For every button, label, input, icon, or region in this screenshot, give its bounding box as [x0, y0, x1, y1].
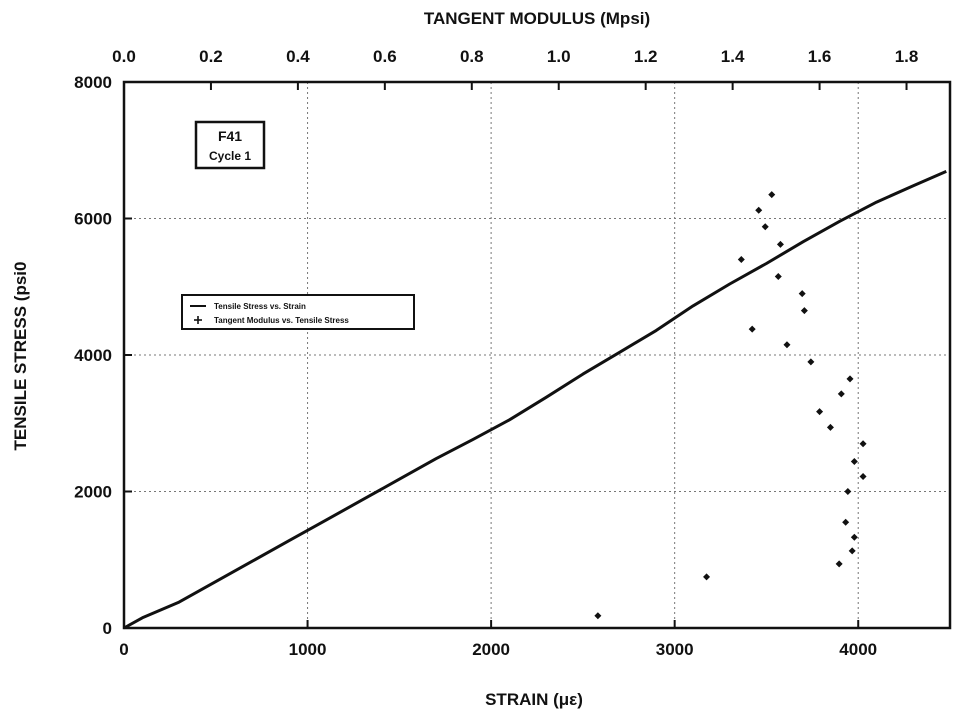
data-point	[748, 325, 756, 333]
data-point	[737, 255, 745, 263]
data-point	[768, 191, 776, 199]
series-layer	[123, 170, 947, 630]
data-point	[846, 375, 854, 383]
x-top-tick-label: 1.0	[547, 47, 571, 66]
data-point	[594, 612, 602, 620]
data-point	[850, 533, 858, 541]
data-point	[800, 307, 808, 315]
top-axis-title: TANGENT MODULUS (Mpsi)	[424, 9, 650, 28]
x-top-tick-label: 0.6	[373, 47, 397, 66]
legend: Tensile Stress vs. Strain Tangent Modulu…	[181, 294, 415, 330]
y-axis-title: TENSILE STRESS (psi0	[11, 262, 30, 451]
legend-entry-line: Tensile Stress vs. Strain	[214, 302, 306, 311]
x-top-tick-label: 1.4	[721, 47, 745, 66]
data-point	[859, 440, 867, 448]
y-tick-label: 6000	[74, 210, 112, 229]
legend-entry-markers: Tangent Modulus vs. Tensile Stress	[214, 316, 349, 325]
data-point	[807, 358, 815, 366]
x-top-tick-label: 0.8	[460, 47, 484, 66]
x-top-tick-label: 1.2	[634, 47, 658, 66]
y-tick-label: 2000	[74, 483, 112, 502]
legend-marker-swatch	[194, 316, 202, 324]
data-point	[835, 560, 843, 568]
y-tick-label: 0	[103, 619, 112, 638]
annotation-box: F41 Cycle 1	[194, 120, 266, 170]
x-top-tick-label: 1.8	[895, 47, 919, 66]
data-point	[844, 488, 852, 495]
grid	[124, 82, 950, 628]
data-point	[761, 223, 769, 231]
x-bottom-tick-label: 4000	[839, 640, 877, 659]
annotation-line1: F41	[218, 128, 242, 144]
data-point	[703, 573, 711, 581]
data-point	[816, 408, 824, 416]
x-bottom-tick-label: 1000	[289, 640, 327, 659]
y-tick-label: 4000	[74, 346, 112, 365]
data-point	[848, 547, 856, 555]
data-point	[774, 273, 782, 281]
data-point	[826, 423, 834, 431]
x-bottom-tick-label: 3000	[656, 640, 694, 659]
annotation-line2: Cycle 1	[209, 149, 251, 163]
x-bottom-tick-label: 0	[119, 640, 128, 659]
y-tick-label: 8000	[74, 73, 112, 92]
series-line-stress-strain	[123, 170, 947, 630]
data-point	[850, 457, 858, 465]
data-point	[842, 518, 850, 526]
data-point	[859, 472, 867, 480]
x-top-tick-label: 1.6	[808, 47, 832, 66]
data-point	[783, 341, 791, 349]
x-top-tick-label: 0.2	[199, 47, 223, 66]
data-point	[755, 206, 763, 214]
x-top-tick-label: 0.0	[112, 47, 136, 66]
data-point	[798, 290, 806, 298]
data-point	[837, 390, 845, 398]
bottom-axis-title: STRAIN (με)	[485, 690, 583, 709]
x-top-tick-label: 0.4	[286, 47, 310, 66]
data-point	[776, 240, 784, 248]
x-bottom-tick-label: 2000	[472, 640, 510, 659]
ticks: 0 1000 2000 3000 4000 0.0 0.2 0.4 0.6 0.8 1.0 1.2 1.…	[74, 47, 918, 659]
